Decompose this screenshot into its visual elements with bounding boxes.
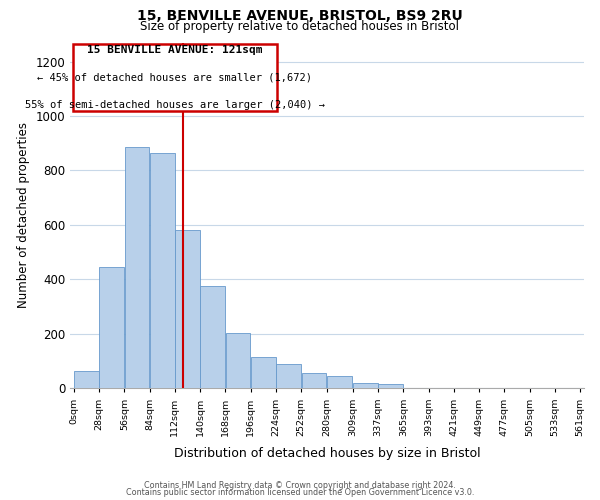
Bar: [302, 374, 326, 388]
Text: ← 45% of detached houses are smaller (1,672): ← 45% of detached houses are smaller (1,…: [37, 72, 313, 82]
Bar: [73, 44, 277, 110]
Bar: [251, 357, 276, 388]
Bar: [327, 376, 352, 388]
X-axis label: Distribution of detached houses by size in Bristol: Distribution of detached houses by size …: [173, 447, 480, 460]
Text: 15 BENVILLE AVENUE: 121sqm: 15 BENVILLE AVENUE: 121sqm: [87, 45, 263, 55]
Bar: [200, 286, 225, 388]
Text: Contains public sector information licensed under the Open Government Licence v3: Contains public sector information licen…: [126, 488, 474, 497]
Bar: [125, 148, 149, 388]
Bar: [74, 370, 99, 388]
Text: Contains HM Land Registry data © Crown copyright and database right 2024.: Contains HM Land Registry data © Crown c…: [144, 481, 456, 490]
Text: Size of property relative to detached houses in Bristol: Size of property relative to detached ho…: [140, 20, 460, 33]
Bar: [175, 230, 200, 388]
Bar: [276, 364, 301, 388]
Text: 55% of semi-detached houses are larger (2,040) →: 55% of semi-detached houses are larger (…: [25, 100, 325, 110]
Bar: [226, 332, 250, 388]
Bar: [378, 384, 403, 388]
Bar: [353, 383, 378, 388]
Y-axis label: Number of detached properties: Number of detached properties: [17, 122, 30, 308]
Text: 15, BENVILLE AVENUE, BRISTOL, BS9 2RU: 15, BENVILLE AVENUE, BRISTOL, BS9 2RU: [137, 9, 463, 23]
Bar: [100, 267, 124, 388]
Bar: [150, 153, 175, 388]
